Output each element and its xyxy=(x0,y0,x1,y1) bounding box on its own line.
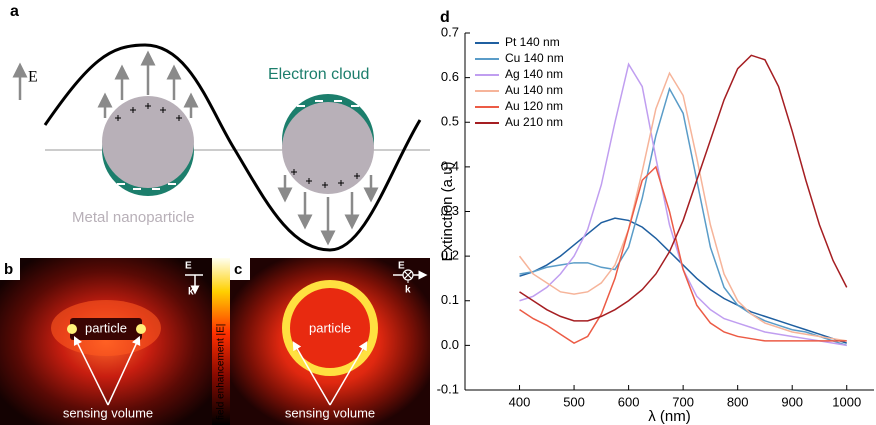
cloud-label: Electron cloud xyxy=(268,66,369,83)
nanoparticle xyxy=(282,102,374,194)
particle-label: particle xyxy=(85,320,127,335)
panel-label: d xyxy=(440,9,450,26)
sensing-label: sensing volume xyxy=(285,405,375,420)
y-tick-label: 0.7 xyxy=(441,24,459,39)
legend-label: Ag 140 nm xyxy=(505,67,563,81)
y-tick-label: -0.1 xyxy=(437,381,459,396)
y-tick-label: 0.0 xyxy=(441,337,459,352)
particle xyxy=(290,288,370,368)
nanoparticle xyxy=(102,96,194,188)
pointer xyxy=(329,341,368,406)
y-tick-label: 0.5 xyxy=(441,114,459,129)
panel-a: a E Electron cloud Metal nanoparticle xyxy=(10,3,430,252)
hotspot xyxy=(67,324,77,334)
series-line xyxy=(519,86,847,347)
panel-c: c particle sensing volume E k xyxy=(230,258,430,425)
particle-label: Metal nanoparticle xyxy=(72,209,195,226)
series-line xyxy=(519,54,848,322)
y-tick-label: 0.1 xyxy=(441,292,459,307)
panel-label: b xyxy=(4,261,13,278)
x-tick-label: 1000 xyxy=(832,394,861,409)
legend-label: Pt 140 nm xyxy=(505,35,560,49)
charges xyxy=(117,100,359,190)
x-tick-label: 400 xyxy=(509,394,531,409)
particle xyxy=(70,318,142,340)
panel-b: b particle sensing volume E k xyxy=(0,258,212,425)
series-line xyxy=(519,217,847,344)
k-label: k xyxy=(405,285,411,296)
pointer xyxy=(107,335,141,406)
field-label: E xyxy=(28,69,38,86)
x-tick-label: 700 xyxy=(672,394,694,409)
axes-icon xyxy=(185,274,203,290)
y-tick-label: 0.6 xyxy=(441,69,459,84)
chart: -0.1 0.0 0.1 0.2 0.3 0.4 0.5 0.6 0.7 400 500 600 700… xyxy=(437,24,874,425)
x-tick-label: 800 xyxy=(727,394,749,409)
axes-icon xyxy=(404,271,412,279)
legend-label: Au 140 nm xyxy=(505,83,563,97)
legend-label: Au 120 nm xyxy=(505,99,563,113)
y-tick-label: 0.2 xyxy=(441,248,459,263)
pointer xyxy=(292,341,331,406)
wave xyxy=(43,43,422,252)
legend-label: Au 210 nm xyxy=(505,115,563,129)
x-axis-label: λ (nm) xyxy=(648,408,691,425)
e-label: E xyxy=(185,261,192,272)
y-tick-label: 0.4 xyxy=(441,158,459,173)
colorbar-fill xyxy=(212,258,230,425)
series-line xyxy=(519,62,847,347)
hotspot xyxy=(136,324,146,334)
x-tick-label: 600 xyxy=(618,394,640,409)
label-box xyxy=(0,258,20,280)
panel-label: c xyxy=(234,261,242,278)
e-label: E xyxy=(398,261,405,272)
series-line xyxy=(519,165,847,345)
label-box xyxy=(230,258,250,280)
arrows xyxy=(97,50,379,246)
legend-label: Cu 140 nm xyxy=(505,51,564,65)
charges xyxy=(115,103,360,188)
colorbar-label: field enhancement |E| xyxy=(216,324,227,420)
colorbar: field enhancement |E| xyxy=(212,258,230,425)
pointer xyxy=(73,335,109,406)
k-label: k xyxy=(188,287,194,298)
y-tick-label: 0.3 xyxy=(441,203,459,218)
x-tick-label: 500 xyxy=(563,394,585,409)
particle-label: particle xyxy=(309,320,351,335)
sensing-label: sensing volume xyxy=(63,405,153,420)
x-tick-label: 900 xyxy=(781,394,803,409)
y-axis-label: Extinction (a.u) xyxy=(439,161,456,261)
panel-label: a xyxy=(10,3,19,20)
series-line xyxy=(518,71,847,342)
